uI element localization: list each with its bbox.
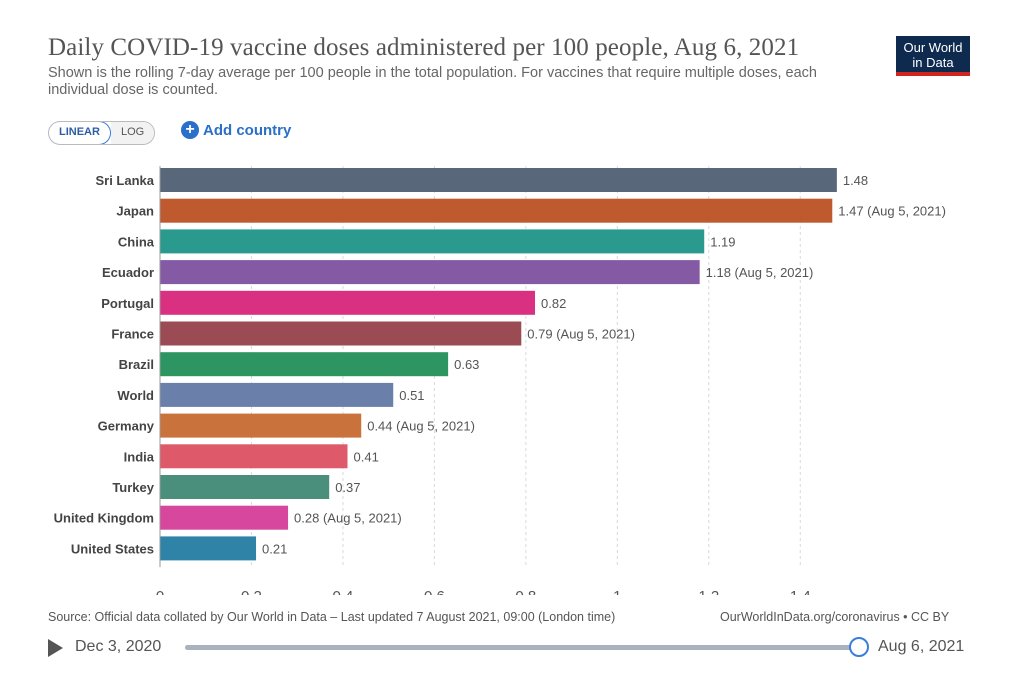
chart-title: Daily COVID-19 vaccine doses administere… — [48, 34, 800, 61]
bar — [160, 229, 705, 254]
x-tick-label: 1.4 — [790, 588, 811, 595]
data-label: 0.51 — [399, 388, 424, 403]
x-tick-label: 0.8 — [515, 588, 536, 595]
scale-toggle[interactable]: LINEAR LOG — [48, 121, 156, 145]
timeline-track[interactable] — [185, 645, 855, 650]
bar — [160, 382, 394, 407]
source-note: Source: Official data collated by Our Wo… — [48, 610, 616, 624]
data-label: 0.21 — [262, 541, 287, 556]
linear-scale-button[interactable]: LINEAR — [49, 122, 111, 144]
category-label: Sri Lanka — [95, 173, 154, 188]
data-label: 0.82 — [541, 296, 566, 311]
x-tick-label: 1.2 — [698, 588, 719, 595]
bar — [160, 168, 837, 192]
x-tick-label: 0 — [156, 588, 164, 595]
category-label: Germany — [98, 419, 155, 434]
data-label: 0.37 — [335, 480, 360, 495]
category-label: United States — [71, 541, 154, 556]
timeline-start-date: Dec 3, 2020 — [75, 638, 162, 655]
x-tick-label: 0.4 — [333, 588, 354, 595]
bar — [160, 475, 330, 499]
category-label: China — [118, 234, 155, 249]
play-icon[interactable] — [48, 639, 63, 657]
bar — [160, 536, 257, 561]
x-tick-label: 1 — [613, 588, 621, 595]
x-tick-label: 0.6 — [424, 588, 445, 595]
plus-icon: + — [181, 121, 199, 139]
category-label: France — [111, 327, 154, 342]
logo-line-2: in Data — [912, 55, 954, 70]
bar — [160, 413, 362, 438]
timeline-end-date: Aug 6, 2021 — [878, 638, 965, 655]
bar — [160, 505, 289, 530]
add-country-label: Add country — [203, 121, 292, 139]
data-label: 1.19 — [710, 234, 735, 249]
data-label: 1.18 (Aug 5, 2021) — [706, 265, 814, 280]
data-label: 0.79 (Aug 5, 2021) — [527, 327, 635, 342]
bar — [160, 198, 833, 223]
category-label: Turkey — [112, 480, 154, 495]
add-country-button[interactable]: + Add country — [181, 121, 291, 139]
category-label: India — [124, 449, 155, 464]
bar — [160, 444, 348, 469]
data-label: 0.44 (Aug 5, 2021) — [367, 419, 475, 434]
data-label: 0.41 — [354, 449, 379, 464]
category-label: World — [117, 388, 154, 403]
bar-chart: 0 0.2 0.4 0.6 0.8 1 1.2 1.4 Sri Lanka 1.48 Japan 1.… — [54, 166, 946, 595]
category-label: Ecuador — [102, 265, 154, 280]
bar — [160, 321, 522, 346]
category-label: United Kingdom — [54, 511, 154, 526]
data-label: 1.48 — [843, 173, 868, 188]
timeline-fill — [185, 645, 855, 650]
x-tick-label: 0.2 — [241, 588, 262, 595]
logo-line-1: Our World — [903, 40, 963, 55]
owid-logo[interactable]: Our World in Data — [896, 36, 970, 76]
bar — [160, 290, 536, 315]
license-link[interactable]: OurWorldInData.org/coronavirus • CC BY — [720, 610, 950, 624]
bar — [160, 352, 449, 377]
category-label: Japan — [116, 204, 154, 219]
data-label: 0.28 (Aug 5, 2021) — [294, 511, 402, 526]
log-scale-button[interactable]: LOG — [110, 122, 155, 144]
category-label: Brazil — [119, 357, 154, 372]
data-label: 0.63 — [454, 357, 479, 372]
category-label: Portugal — [101, 296, 154, 311]
timeline-handle[interactable] — [849, 637, 869, 657]
data-label: 1.47 (Aug 5, 2021) — [838, 204, 946, 219]
bar — [160, 260, 700, 285]
chart-subtitle: Shown is the rolling 7-day average per 1… — [48, 65, 817, 98]
